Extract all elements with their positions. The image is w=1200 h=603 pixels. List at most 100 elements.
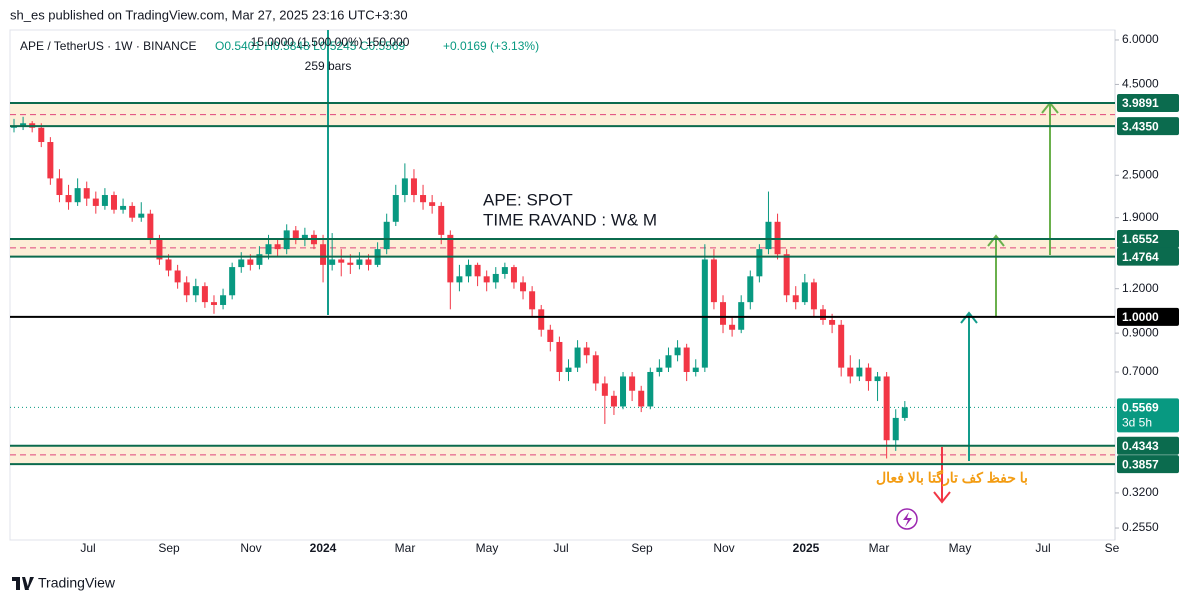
logo[interactable]: TradingView xyxy=(12,575,116,591)
x-tick-label: Jul xyxy=(1035,541,1050,555)
x-tick-label: Jul xyxy=(80,541,95,555)
candle-body xyxy=(247,259,254,265)
x-tick-label: Se xyxy=(1105,541,1120,555)
candle-body xyxy=(710,259,717,303)
candle-body xyxy=(501,267,508,274)
candle-body xyxy=(765,221,772,250)
y-tick-label: 1.2000 xyxy=(1122,281,1159,295)
candle-body xyxy=(129,205,136,218)
candle-body xyxy=(292,230,299,240)
level-label-box xyxy=(1117,436,1179,455)
candle-body xyxy=(820,309,827,320)
candle-body xyxy=(529,291,536,310)
plot xyxy=(10,30,1115,465)
candle-body xyxy=(892,417,899,441)
candle-body xyxy=(301,234,308,240)
candle-body xyxy=(38,127,45,143)
candle-body xyxy=(474,264,481,277)
level-label-box xyxy=(1117,307,1179,326)
x-tick-label: Mar xyxy=(395,541,416,555)
candle-body xyxy=(410,178,417,196)
candle-body xyxy=(756,249,763,277)
candle-body xyxy=(356,259,363,265)
y-tick-label: 4.5000 xyxy=(1122,77,1159,91)
change: +0.0169 (+3.13%) xyxy=(443,39,539,53)
x-tick-label: 2025 xyxy=(793,541,820,555)
candle-body xyxy=(174,270,181,283)
candle-body xyxy=(456,276,463,283)
candle-body xyxy=(847,367,854,377)
candle-body xyxy=(574,347,581,368)
candle-body xyxy=(320,244,327,265)
note: با حفظ کف تارگتا بالا فعال xyxy=(876,470,1028,487)
candle-body xyxy=(874,376,881,382)
candle-body xyxy=(92,198,99,206)
x-tick-label: May xyxy=(476,541,499,555)
candle-body xyxy=(338,259,345,263)
x-tick-label: 2024 xyxy=(310,541,337,555)
level-label: 3.4350 xyxy=(1122,119,1159,133)
candle-body xyxy=(883,376,890,441)
candle-body xyxy=(656,367,663,372)
y-tick-label: 1.9000 xyxy=(1122,210,1159,224)
level-label: 1.6552 xyxy=(1122,232,1159,246)
candle-body xyxy=(665,355,672,368)
y-tick-label: 0.7000 xyxy=(1122,364,1159,378)
x-tick-label: Sep xyxy=(158,541,180,555)
candle-body xyxy=(547,329,554,342)
level-label-box xyxy=(1117,455,1179,474)
candle-body xyxy=(47,142,54,179)
level-label: 1.0000 xyxy=(1122,310,1159,324)
target-arrow xyxy=(960,311,978,461)
candle-body xyxy=(347,262,354,265)
candle-body xyxy=(865,367,872,382)
candle-body xyxy=(201,286,208,303)
candle-body xyxy=(810,282,817,310)
candle-body xyxy=(701,259,708,368)
candle-body xyxy=(110,195,117,210)
candle-body xyxy=(147,213,154,240)
candle-body xyxy=(420,195,427,203)
level-label: 3.9891 xyxy=(1122,96,1159,110)
candle-body xyxy=(392,195,399,222)
candle-body xyxy=(238,259,245,268)
candle-body xyxy=(829,319,836,325)
level-label: 0.4343 xyxy=(1122,439,1159,453)
level-label-box xyxy=(1117,229,1179,248)
candle-body xyxy=(647,371,654,407)
annotation: TIME RAVAND : W& M xyxy=(483,210,657,229)
candle-body xyxy=(610,395,617,407)
candle-body xyxy=(792,295,799,303)
measure-text: 259 bars xyxy=(305,59,352,73)
price-label-box xyxy=(1117,398,1179,433)
x-tick-label: Sep xyxy=(631,541,653,555)
candle-body xyxy=(220,295,227,305)
candle-body xyxy=(538,309,545,330)
measure-text: 15.0000 (1,500.00%) 150,000 xyxy=(251,35,410,49)
candle-body xyxy=(720,302,727,325)
price-label: 0.5569 xyxy=(1122,400,1159,414)
candle-body xyxy=(838,324,845,368)
candle-body xyxy=(210,302,217,305)
candle-body xyxy=(265,244,272,255)
symbol: APE / TetherUS · 1W · BINANCE xyxy=(20,39,197,53)
candle-body xyxy=(901,407,908,418)
candle-body xyxy=(101,195,108,206)
alert-icon[interactable] xyxy=(896,508,918,530)
candle-body xyxy=(620,376,627,407)
x-tick-label: Nov xyxy=(713,541,734,555)
x-tick-label: Jul xyxy=(553,541,568,555)
candle-body xyxy=(120,205,127,210)
candle-body xyxy=(492,273,499,283)
y-tick-label: 0.3200 xyxy=(1122,485,1159,499)
y-tick-label: 2.5000 xyxy=(1122,167,1159,181)
level-label-box xyxy=(1117,247,1179,266)
level-label-box xyxy=(1117,117,1179,136)
candle-body xyxy=(74,188,81,203)
candle-body xyxy=(856,367,863,377)
y-tick-label: 0.9000 xyxy=(1122,325,1159,339)
candle-body xyxy=(683,347,690,372)
level-label: 0.3857 xyxy=(1122,457,1159,471)
